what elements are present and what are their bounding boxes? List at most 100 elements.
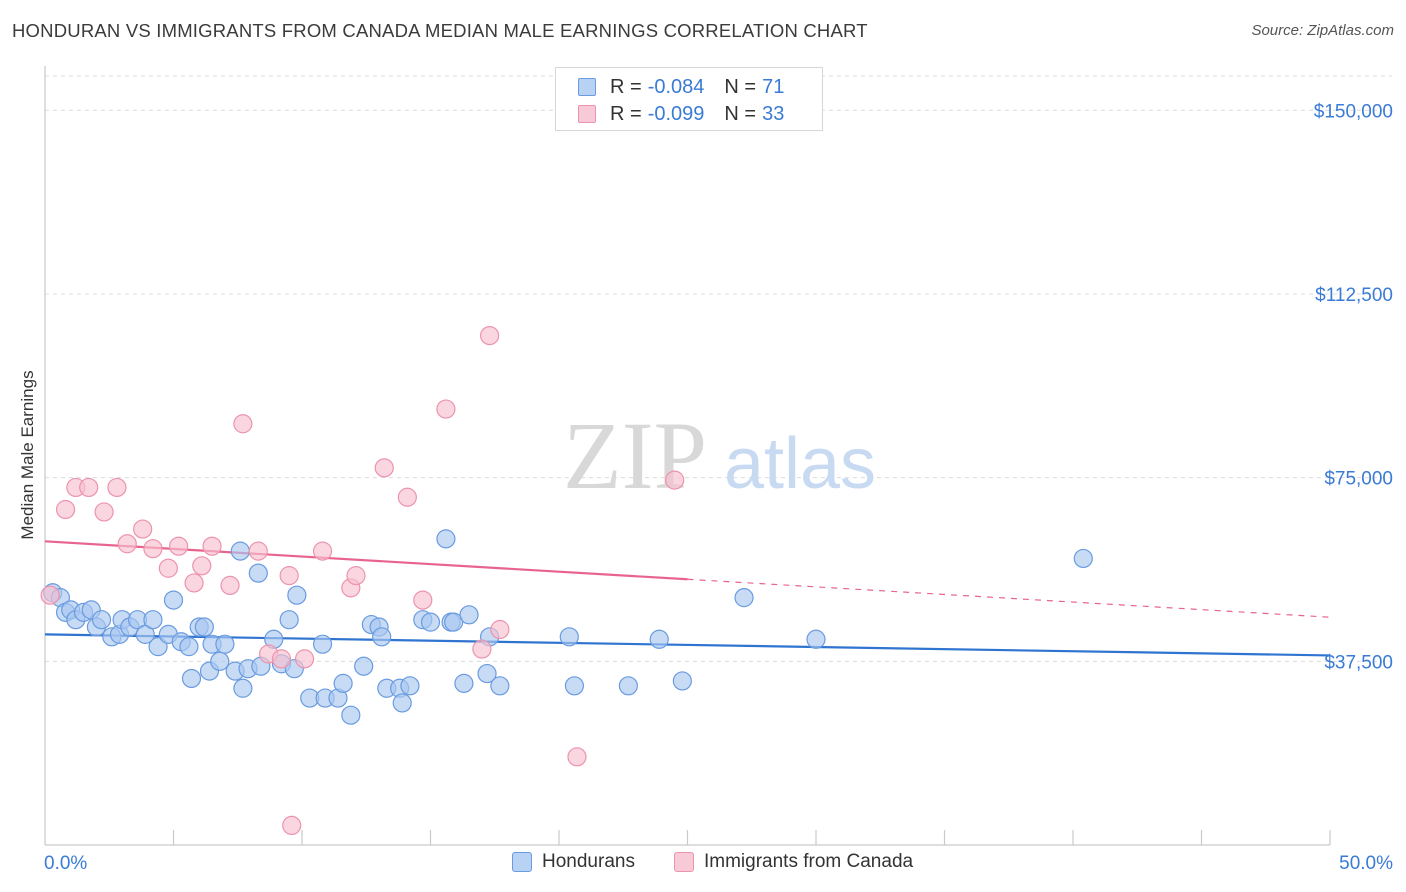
- axes: [44, 66, 1331, 846]
- legend-n-value: 33: [762, 102, 785, 125]
- canada-point: [202, 536, 222, 556]
- honduran-point: [490, 676, 510, 696]
- grid-lines: [45, 75, 1392, 662]
- legend-n-label: N =: [724, 102, 757, 125]
- honduran-point: [392, 693, 412, 713]
- legend-r-value: -0.084: [647, 75, 705, 98]
- canada-point: [480, 325, 500, 346]
- legend-n-value: 71: [762, 75, 785, 98]
- honduran-point: [179, 637, 199, 657]
- honduran-point: [559, 627, 579, 647]
- trend-line-solid: [44, 633, 1331, 657]
- y-tick-label: $150,000: [1314, 101, 1393, 122]
- legend-label-canada: Immigrants from Canada: [704, 851, 914, 872]
- legend-swatch-hondurans: [512, 852, 532, 872]
- correlation-legend: R = -0.084 N = 71 R = -0.099 N = 33: [555, 67, 823, 131]
- y-tick-label: $37,500: [1324, 652, 1393, 673]
- honduran-point: [194, 617, 214, 637]
- honduran-point: [215, 634, 235, 654]
- canada-point: [107, 477, 127, 498]
- trend-line-solid: [44, 540, 688, 581]
- honduran-point: [333, 673, 353, 693]
- honduran-point: [181, 668, 202, 689]
- canada-point: [397, 487, 417, 507]
- legend-item-hondurans: Hondurans: [512, 851, 635, 873]
- watermark: ZIP atlas: [563, 402, 876, 509]
- canada-point: [413, 590, 433, 610]
- data-points: [40, 325, 1093, 836]
- chart-title: HONDURAN VS IMMIGRANTS FROM CANADA MEDIA…: [12, 20, 868, 41]
- honduran-point: [649, 629, 669, 649]
- honduran-point: [91, 610, 112, 630]
- canada-point: [169, 536, 189, 556]
- y-tick-label: $112,500: [1315, 285, 1393, 306]
- legend-row-canada: R = -0.099 N = 33: [578, 102, 784, 126]
- canada-point: [436, 399, 456, 419]
- honduran-point: [341, 705, 361, 725]
- canada-point: [248, 541, 268, 561]
- honduran-point: [454, 673, 474, 693]
- canada-point: [133, 519, 153, 539]
- legend-swatch-pink: [578, 105, 596, 123]
- trend-line-dashed: [687, 578, 1331, 618]
- canada-point: [374, 458, 394, 478]
- honduran-point: [564, 676, 585, 696]
- legend-r-label: R =: [610, 102, 642, 125]
- honduran-point: [618, 676, 638, 696]
- canada-point: [79, 477, 99, 498]
- canada-point: [184, 573, 204, 593]
- x-tick-label-min: 0.0%: [44, 853, 87, 874]
- legend-r-label: R =: [610, 75, 642, 98]
- honduran-point: [1073, 548, 1093, 569]
- honduran-point: [436, 529, 456, 549]
- legend-n-label: N =: [724, 75, 757, 98]
- honduran-point: [287, 585, 307, 605]
- honduran-point: [459, 605, 479, 625]
- honduran-point: [163, 590, 184, 610]
- honduran-point: [233, 678, 253, 698]
- y-axis-label: Median Male Earnings: [18, 370, 37, 539]
- canada-point: [567, 747, 587, 767]
- legend-swatch-blue: [578, 78, 596, 96]
- legend-row-hondurans: R = -0.084 N = 71: [578, 75, 784, 99]
- canada-point: [40, 585, 60, 605]
- honduran-point: [312, 634, 333, 654]
- canada-point: [294, 649, 315, 669]
- watermark-atlas: atlas: [724, 424, 876, 504]
- canada-point: [94, 502, 114, 522]
- honduran-point: [806, 629, 826, 649]
- canada-point: [665, 470, 685, 490]
- canada-point: [279, 566, 299, 586]
- canada-point: [271, 649, 292, 669]
- canada-point: [55, 499, 76, 520]
- y-tick-label: $75,000: [1324, 469, 1393, 490]
- x-tick-label-max: 50.0%: [1339, 853, 1393, 874]
- honduran-point: [420, 612, 441, 632]
- honduran-point: [210, 651, 230, 671]
- canada-point: [472, 639, 492, 659]
- canada-point: [346, 566, 366, 586]
- honduran-point: [230, 541, 250, 561]
- canada-point: [282, 815, 302, 836]
- legend-label-hondurans: Hondurans: [542, 851, 635, 872]
- canada-point: [192, 556, 212, 576]
- x-tick-labels: 0.0% 50.0%: [44, 853, 1393, 874]
- y-tick-labels: $37,500 $75,000 $112,500 $150,000: [1314, 101, 1393, 673]
- canada-point: [158, 558, 178, 578]
- canada-point: [490, 619, 510, 640]
- series-legend: Hondurans Immigrants from Canada: [0, 851, 1406, 877]
- canada-point: [312, 541, 333, 561]
- watermark-zip: ZIP: [563, 402, 707, 509]
- honduran-point: [143, 610, 163, 630]
- honduran-point: [148, 637, 168, 657]
- honduran-point: [672, 671, 692, 691]
- legend-item-canada: Immigrants from Canada: [674, 851, 913, 873]
- canada-point: [233, 414, 253, 434]
- honduran-point: [279, 610, 299, 630]
- legend-r-value: -0.099: [647, 102, 705, 125]
- legend-swatch-canada: [674, 852, 694, 872]
- chart-source: Source: ZipAtlas.com: [1251, 22, 1394, 39]
- honduran-point: [372, 627, 392, 647]
- honduran-point: [248, 563, 268, 583]
